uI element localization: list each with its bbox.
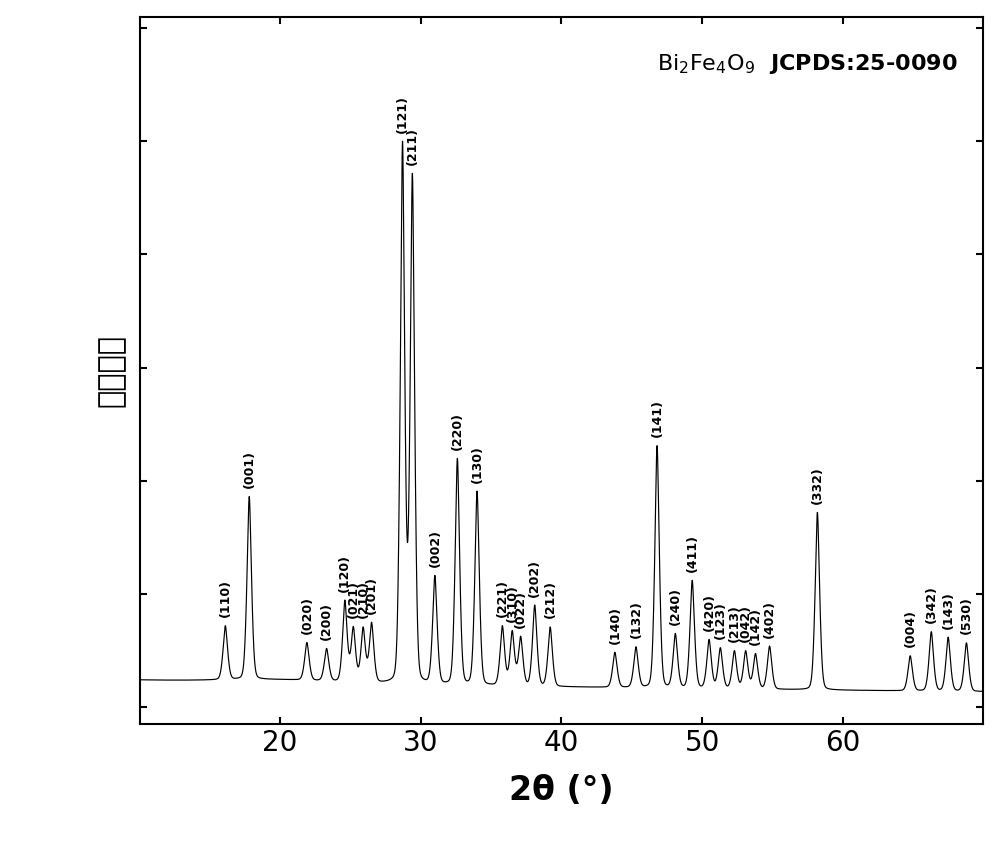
Text: (004): (004)	[904, 610, 917, 648]
Text: (123): (123)	[714, 602, 727, 639]
Text: (200): (200)	[320, 602, 333, 640]
Text: (120): (120)	[338, 554, 351, 591]
Text: (110): (110)	[219, 579, 232, 617]
Text: $\mathrm{Bi_2Fe_4O_9}$  JCPDS:25-0090: $\mathrm{Bi_2Fe_4O_9}$ JCPDS:25-0090	[657, 52, 958, 76]
Text: (130): (130)	[471, 445, 484, 483]
Text: (202): (202)	[528, 558, 541, 596]
Text: (132): (132)	[629, 601, 642, 638]
Text: (201): (201)	[365, 576, 378, 614]
Text: (220): (220)	[451, 412, 464, 450]
Text: (212): (212)	[544, 581, 557, 618]
Text: (143): (143)	[942, 590, 955, 629]
Text: (022): (022)	[514, 590, 527, 628]
Text: (310): (310)	[506, 584, 519, 622]
X-axis label: 2θ (°): 2θ (°)	[509, 774, 614, 807]
Text: (420): (420)	[703, 593, 716, 631]
Text: (221): (221)	[496, 579, 509, 617]
Text: (411): (411)	[686, 534, 699, 572]
Text: (021): (021)	[347, 580, 360, 618]
Text: (042): (042)	[739, 604, 752, 642]
Text: (240): (240)	[669, 587, 682, 625]
Text: (141): (141)	[651, 399, 664, 437]
Text: (002): (002)	[428, 529, 441, 567]
Y-axis label: 衍射强度: 衍射强度	[97, 334, 126, 407]
Text: (020): (020)	[300, 596, 313, 634]
Text: (530): (530)	[960, 596, 973, 635]
Text: (140): (140)	[608, 606, 621, 644]
Text: (211): (211)	[406, 127, 419, 165]
Text: (332): (332)	[811, 466, 824, 504]
Text: (210): (210)	[357, 580, 370, 618]
Text: (001): (001)	[243, 450, 256, 488]
Text: (213): (213)	[728, 604, 741, 642]
Text: (121): (121)	[396, 95, 409, 133]
Text: (142): (142)	[749, 607, 762, 645]
Text: (402): (402)	[763, 599, 776, 637]
Text: (342): (342)	[925, 585, 938, 623]
